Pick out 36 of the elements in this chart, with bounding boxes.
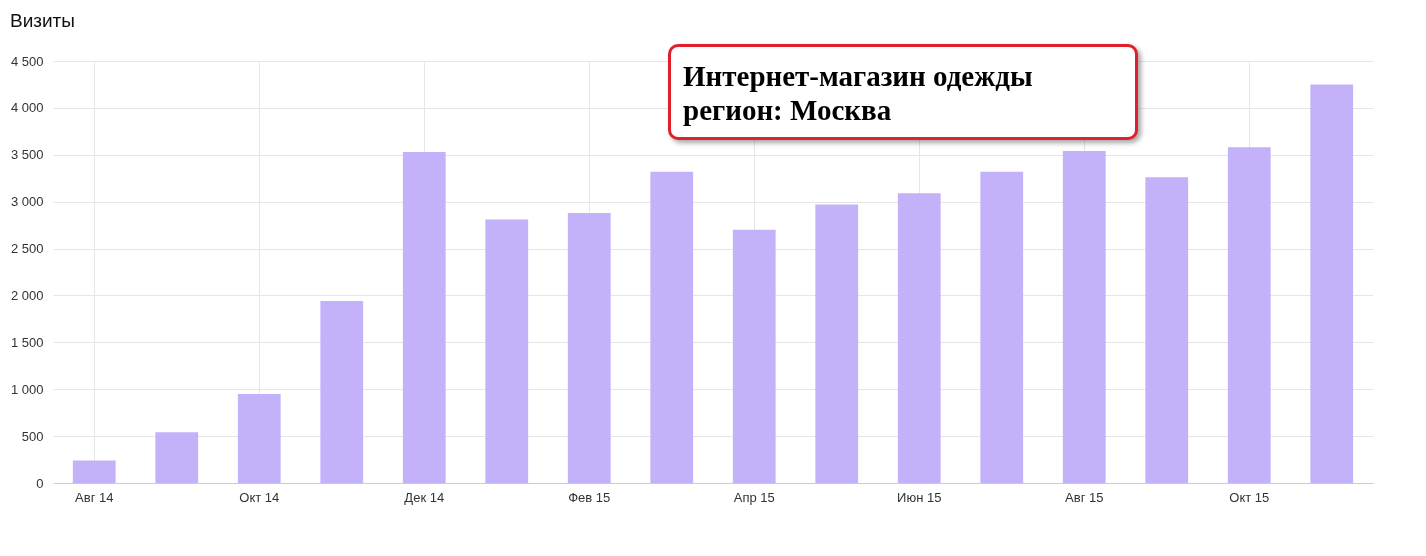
bar xyxy=(980,171,1024,483)
bar xyxy=(1062,151,1106,483)
bar xyxy=(897,193,941,483)
bar xyxy=(815,204,859,483)
y-tick-label: 1 500 xyxy=(10,334,44,350)
bar xyxy=(237,393,281,483)
y-tick-label: 500 xyxy=(21,428,44,444)
y-tick-label: 4 000 xyxy=(10,100,44,116)
y-tick-label: 2 500 xyxy=(10,241,44,257)
bar xyxy=(155,432,199,483)
bar xyxy=(732,229,776,483)
bar xyxy=(320,301,364,483)
x-tick-label: Дек 14 xyxy=(404,489,445,505)
y-tick-label: 3 000 xyxy=(10,194,44,210)
bar xyxy=(1227,147,1271,483)
bar xyxy=(567,212,611,483)
x-tick-label: Фев 15 xyxy=(568,489,611,505)
y-tick-label: 1 000 xyxy=(10,381,44,397)
x-tick-label: Окт 15 xyxy=(1229,489,1270,505)
bar xyxy=(485,219,529,483)
y-tick-label: 2 000 xyxy=(10,287,44,303)
bar xyxy=(402,151,446,483)
x-tick-label: Авг 15 xyxy=(1065,489,1104,505)
chart-title: Визиты xyxy=(10,10,75,32)
callout-box: Интернет-магазин одежды регион: Москва xyxy=(668,44,1138,140)
y-tick-label: 0 xyxy=(36,475,44,491)
bar xyxy=(1310,84,1354,483)
bar xyxy=(72,460,116,483)
x-tick-label: Июн 15 xyxy=(897,489,942,505)
x-tick-label: Авг 14 xyxy=(75,489,114,505)
x-tick-label: Окт 14 xyxy=(239,489,280,505)
x-tick-label: Апр 15 xyxy=(733,489,775,505)
bar xyxy=(650,171,694,483)
y-tick-label: 4 500 xyxy=(10,53,44,69)
y-tick-label: 3 500 xyxy=(10,147,44,163)
bar xyxy=(1145,177,1189,483)
